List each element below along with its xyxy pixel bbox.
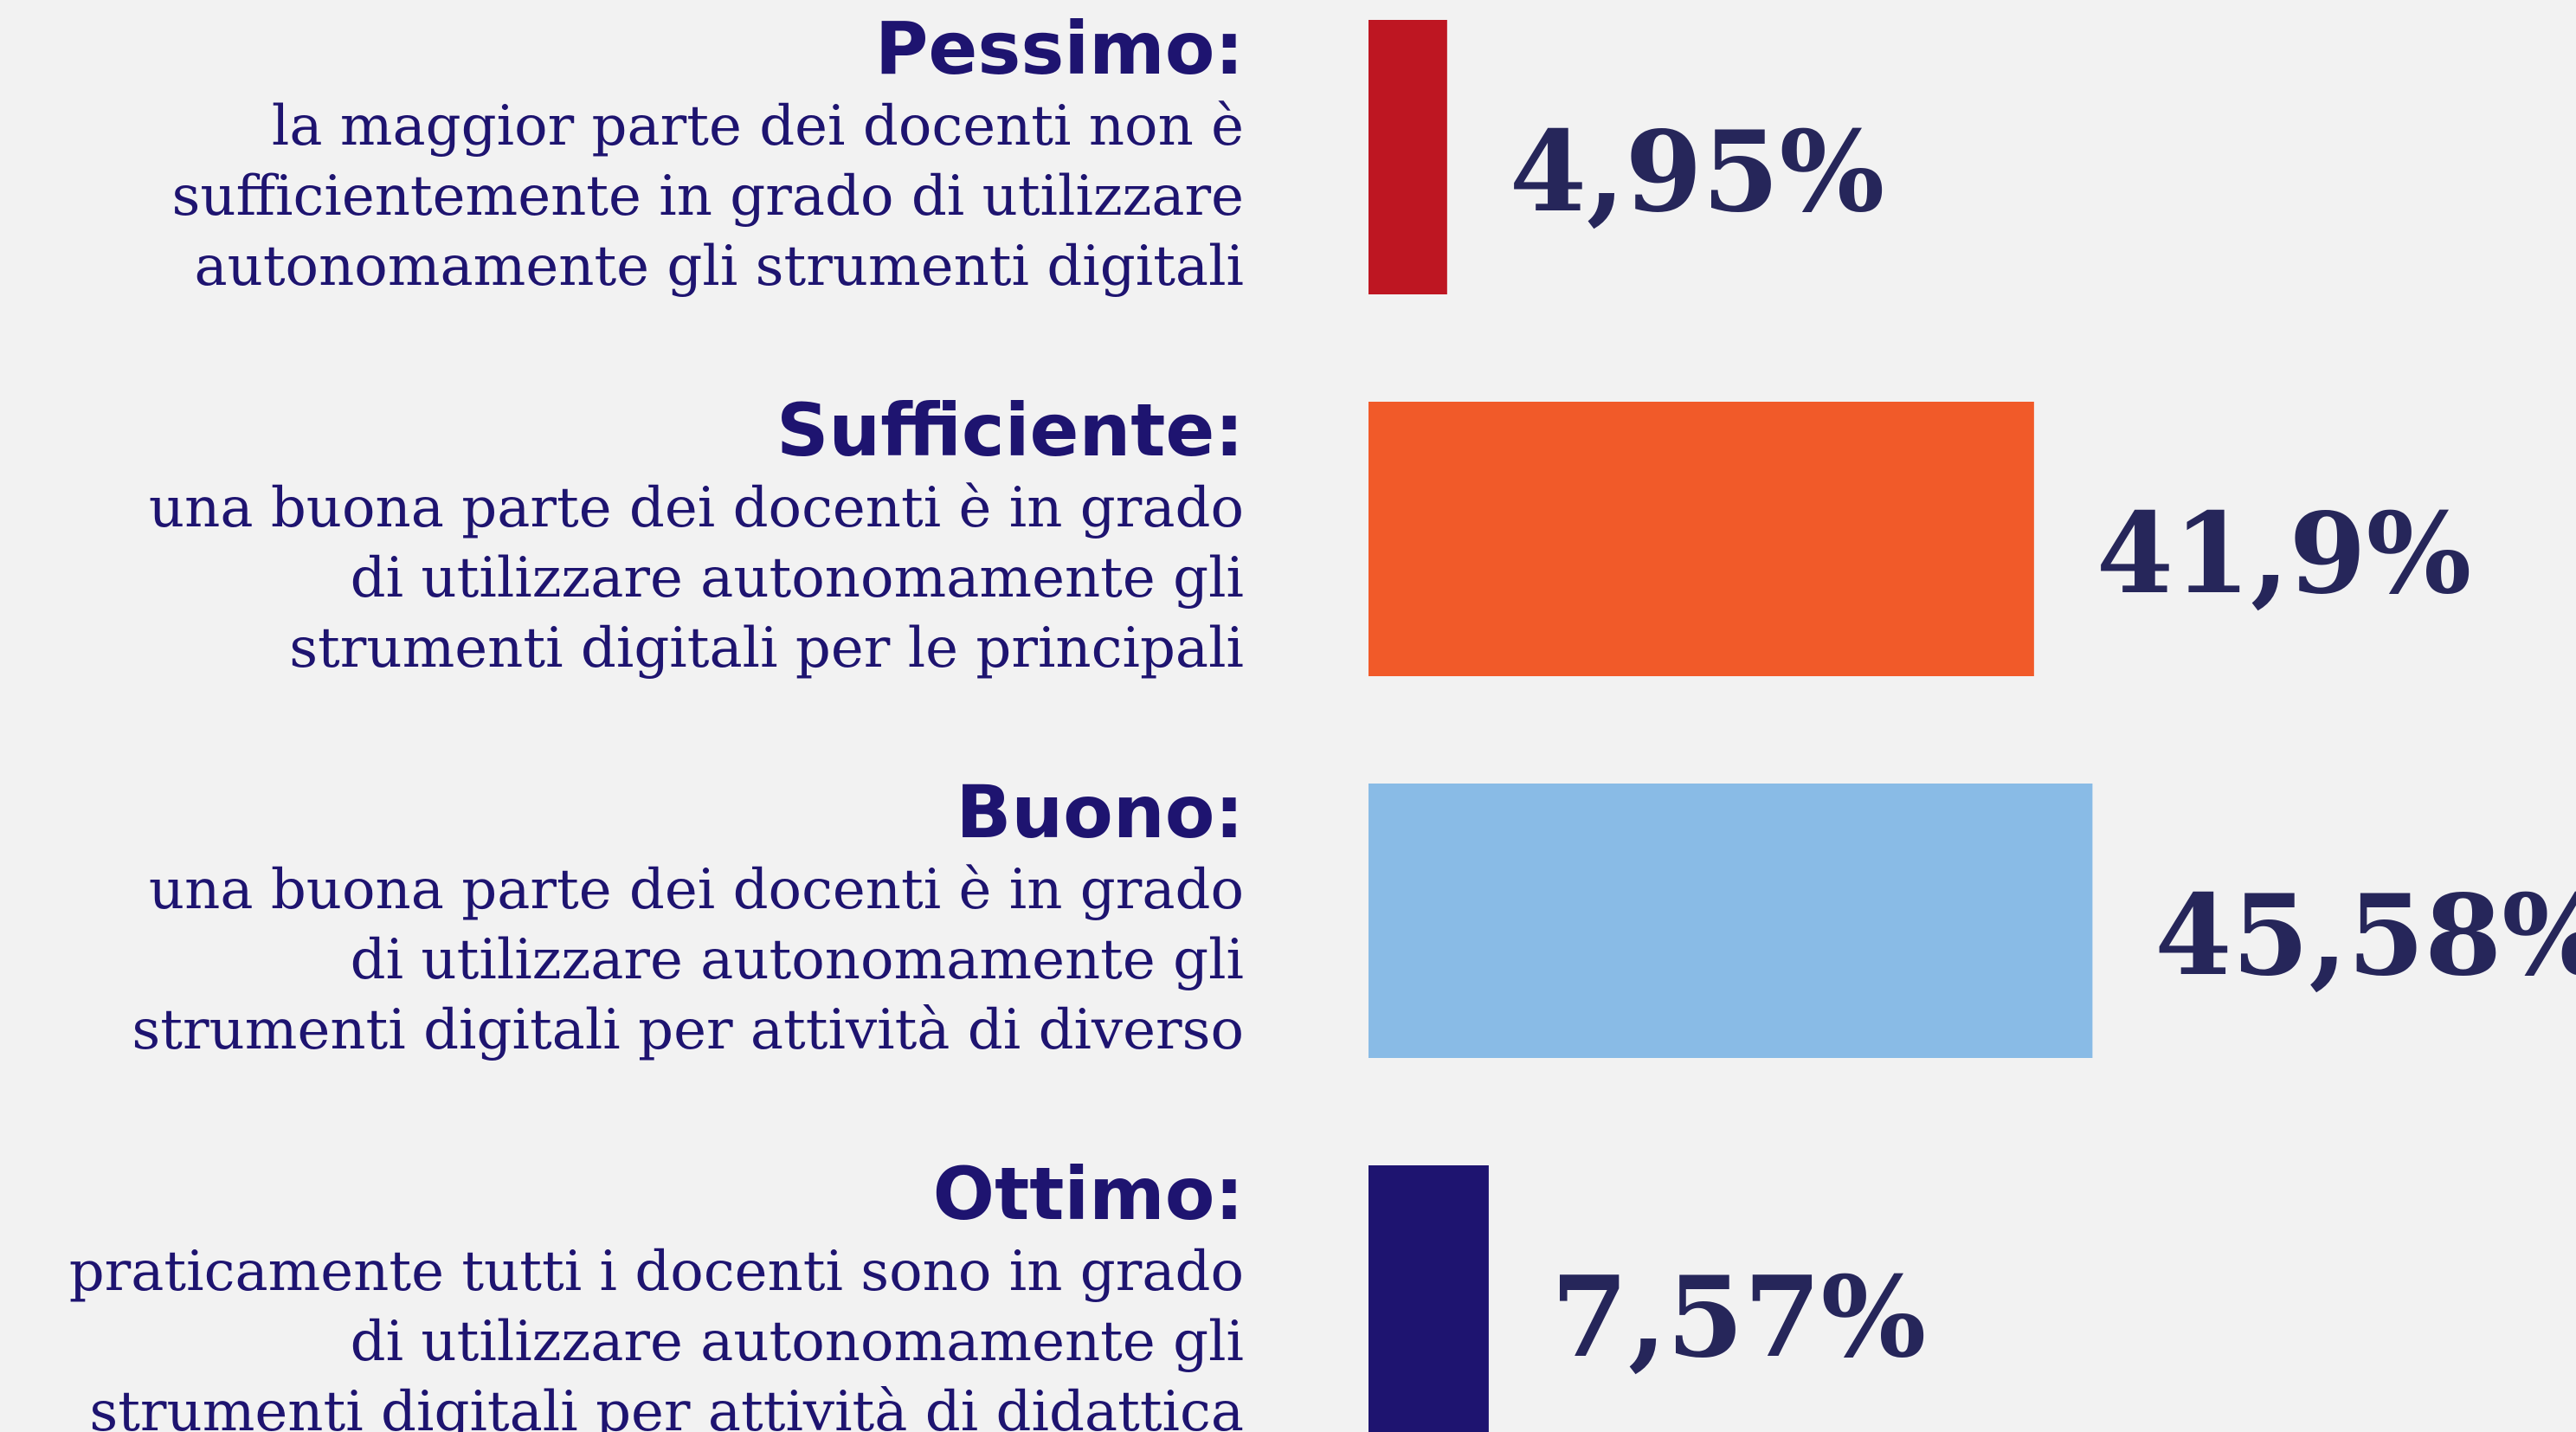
description-line: strumenti digitali per attività di diver…	[132, 998, 1244, 1062]
value-label: 7,57%	[1551, 1253, 1926, 1383]
category-label: Buono:	[956, 770, 1244, 855]
value-label: 45,58%	[2154, 871, 2576, 1001]
value-label: 41,9%	[2096, 489, 2471, 619]
category-label: Pessimo:	[875, 6, 1244, 91]
bar	[1368, 402, 2034, 676]
bar	[1368, 784, 2093, 1058]
description-line: di utilizzare autonomamente gli	[351, 1310, 1244, 1374]
description-line: una buona parte dei docenti è in grado	[149, 858, 1244, 922]
value-label: 4,95%	[1510, 107, 1884, 237]
description-line: sufficientemente in grado di utilizzare	[172, 164, 1245, 229]
description-line: la maggior parte dei docenti non è	[272, 94, 1244, 158]
category-label: Sufficiente:	[776, 388, 1244, 473]
description-line: strumenti digitali per attività di didat…	[89, 1380, 1244, 1432]
bar	[1368, 20, 1447, 294]
description-line: di utilizzare autonomamente gli	[351, 928, 1244, 992]
category-label: Ottimo:	[933, 1151, 1244, 1236]
description-line: una buona parte dei docenti è in grado	[149, 476, 1244, 540]
description-line: praticamente tutti i docenti sono in gra…	[69, 1240, 1244, 1304]
description-line: autonomamente gli strumenti digitali	[194, 235, 1244, 299]
description-line: di utilizzare autonomamente gli	[351, 546, 1244, 610]
bar	[1368, 1165, 1489, 1432]
description-line: strumenti digitali per le principali	[289, 616, 1244, 681]
